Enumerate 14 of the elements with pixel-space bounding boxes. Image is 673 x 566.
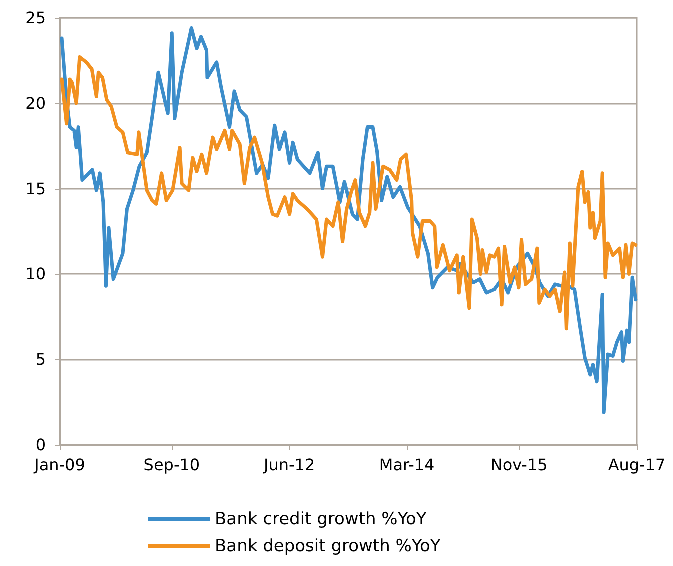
- x-tick-label: Mar-14: [379, 456, 435, 474]
- y-tick-label: 15: [26, 179, 46, 198]
- legend-label: Bank deposit growth %YoY: [215, 536, 442, 556]
- x-tick-label: Jun-12: [263, 456, 316, 474]
- legend-label: Bank credit growth %YoY: [215, 510, 428, 530]
- y-tick-label: 20: [26, 94, 46, 113]
- y-tick-label: 10: [26, 264, 46, 284]
- y-tick-label: 25: [26, 8, 46, 28]
- y-tick-label: 0: [36, 436, 46, 454]
- x-tick-label: Jan-09: [34, 456, 86, 474]
- x-tick-label: Aug-17: [608, 456, 666, 474]
- x-tick-label: Sep-10: [144, 456, 200, 474]
- x-tick-label: Nov-15: [490, 456, 548, 474]
- y-tick-label: 5: [36, 350, 46, 370]
